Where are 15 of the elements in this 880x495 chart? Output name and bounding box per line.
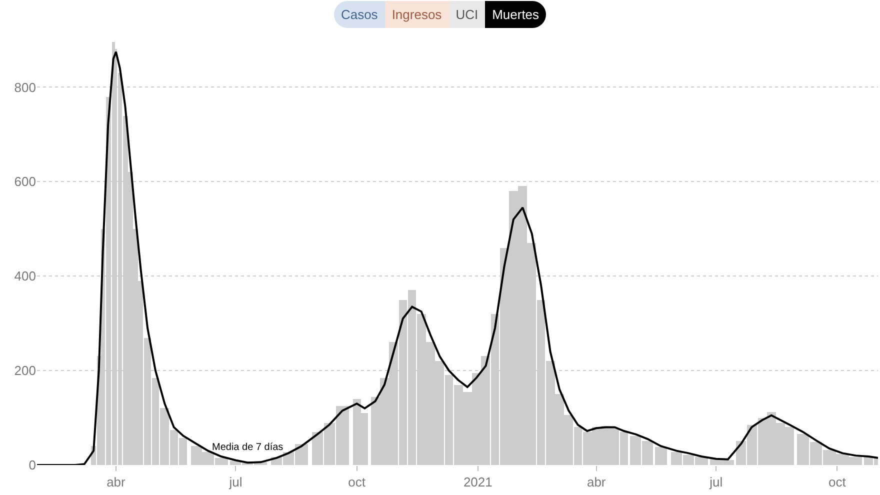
- y-tick-label: 0: [28, 458, 36, 473]
- x-tick-label: oct: [348, 474, 366, 490]
- x-tick-label: abr: [586, 474, 606, 490]
- line-series: [37, 50, 878, 465]
- x-tick-label: jul: [708, 474, 723, 490]
- toggle-buttons: Casos Ingresos UCI Muertes: [0, 1, 880, 28]
- y-tick-label: 800: [14, 80, 36, 95]
- y-tick-label: 600: [14, 174, 36, 190]
- x-tick-label: 2021: [463, 474, 492, 490]
- series-label: Media de 7 días: [212, 442, 284, 453]
- x-tick-label: jul: [228, 474, 242, 490]
- y-tick-label: 400: [14, 268, 36, 284]
- y-tick-label: 200: [14, 363, 36, 378]
- x-tick-label: oct: [828, 474, 846, 490]
- x-tick-label: abr: [106, 474, 126, 490]
